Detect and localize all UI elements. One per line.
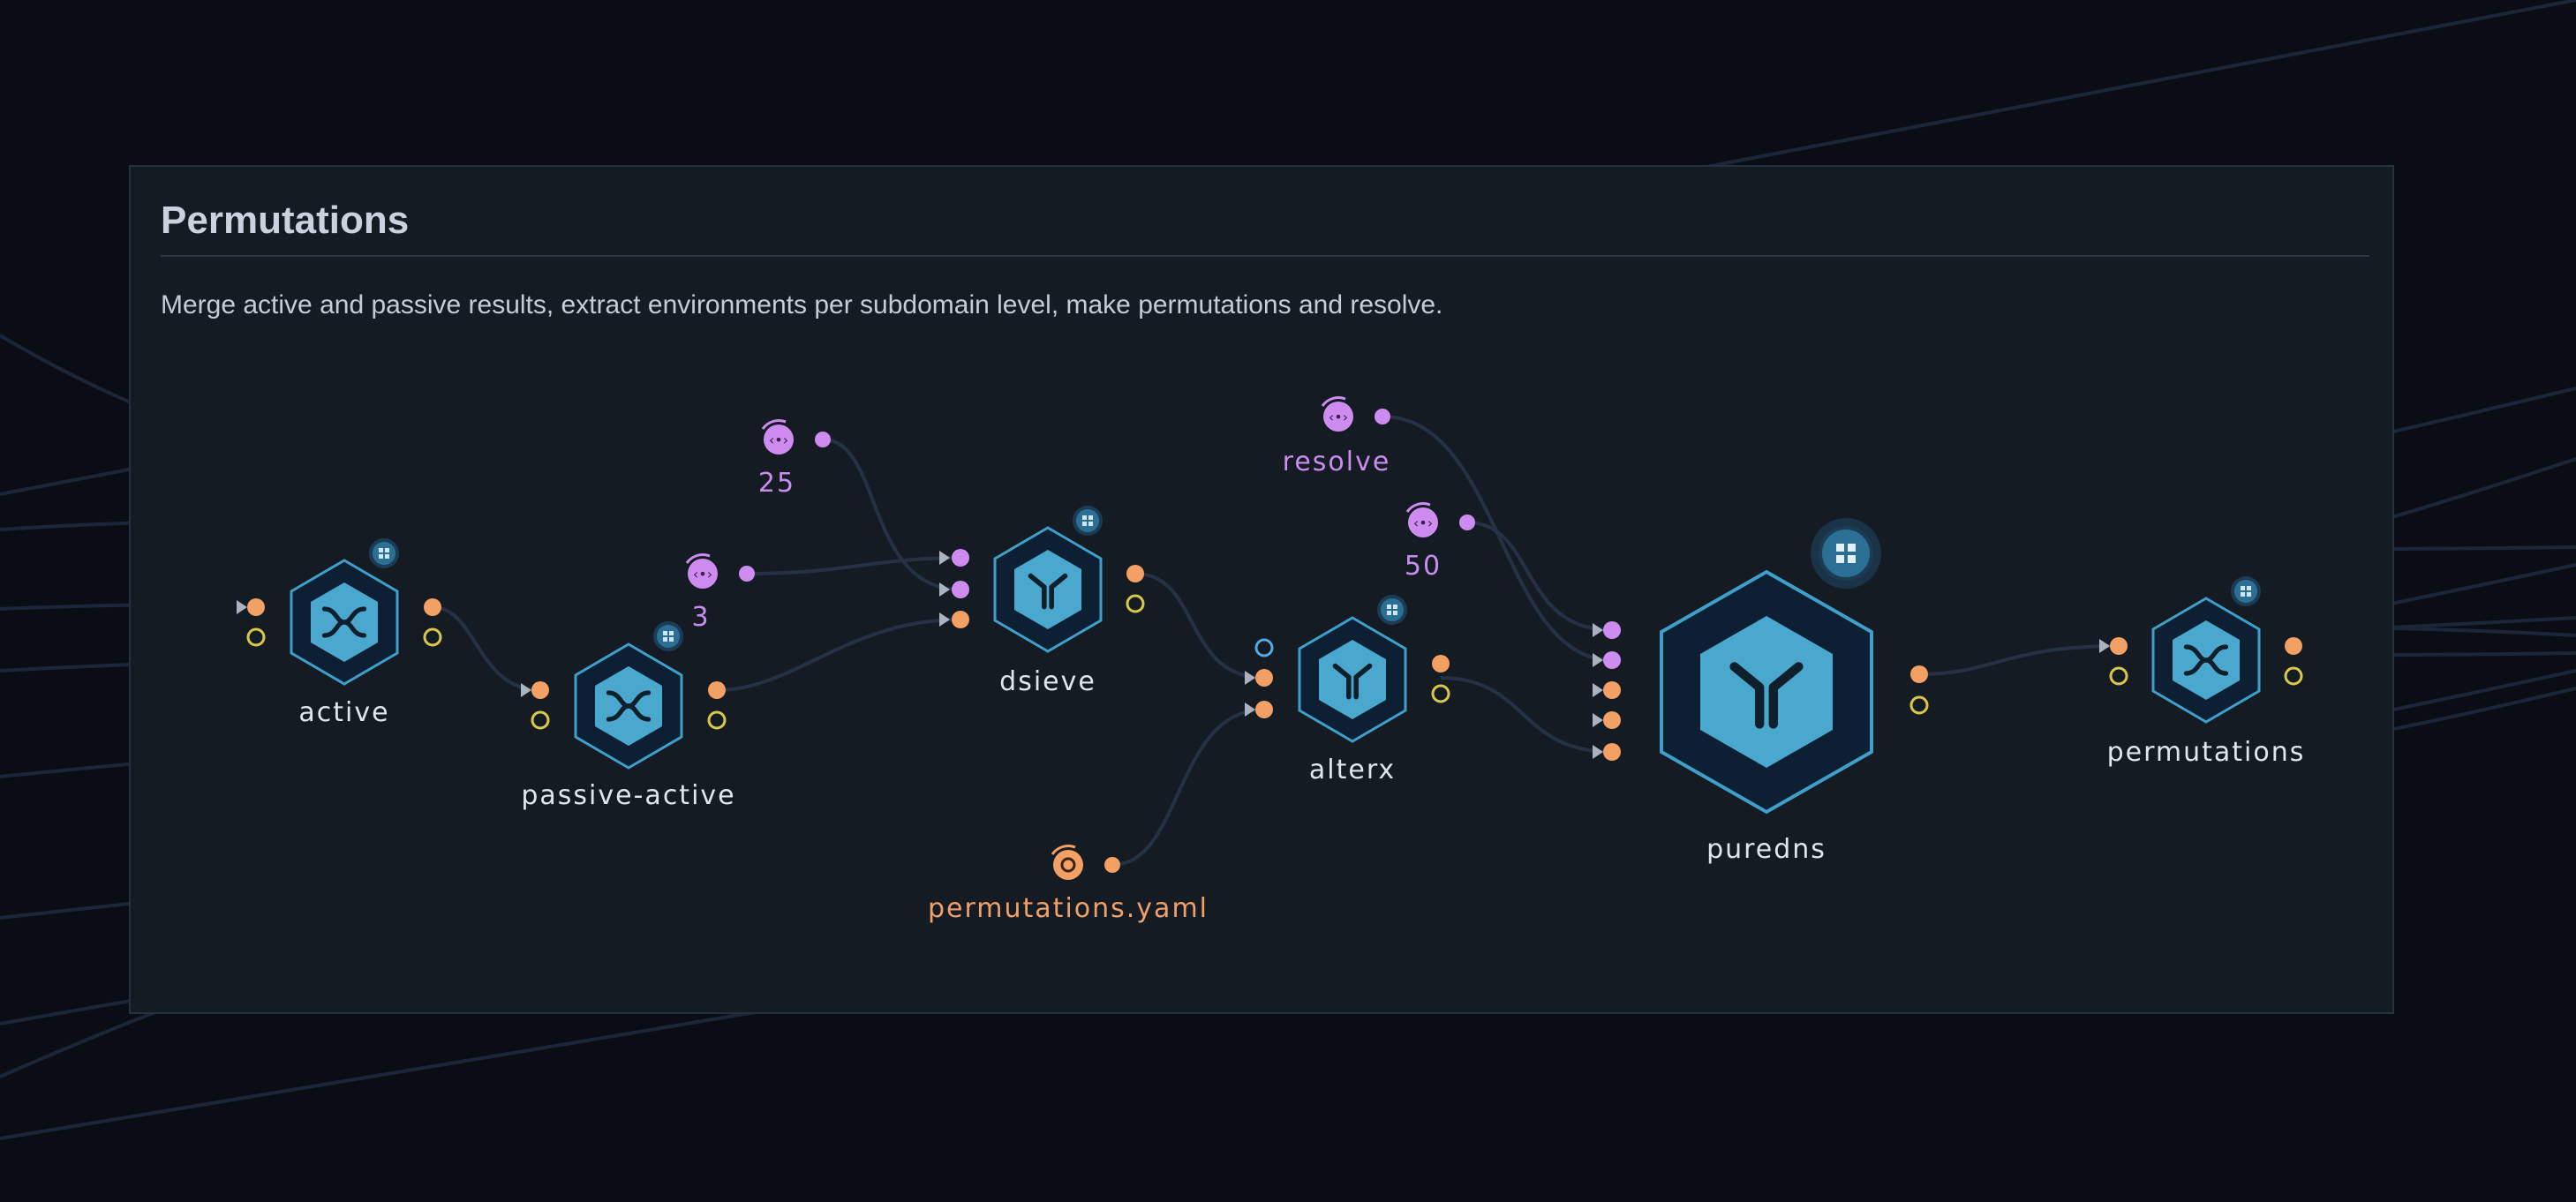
param-25-node[interactable]	[761, 419, 831, 455]
edge-alterx-to-puredns	[1440, 676, 1613, 754]
group-badge-icon[interactable]	[1819, 526, 1873, 581]
output-port[interactable]	[1431, 684, 1450, 703]
group-badge-icon[interactable]	[653, 621, 683, 651]
input-port[interactable]	[1603, 681, 1621, 699]
variable-icon	[692, 566, 713, 582]
param-label-permutations-yaml: permutations.yaml	[927, 893, 1209, 924]
edge-puredns-to-permutations	[1918, 644, 2120, 676]
edges	[432, 415, 2120, 867]
output-port[interactable]	[815, 432, 831, 447]
input-port-arrow	[939, 551, 950, 565]
param-3-node[interactable]	[685, 553, 755, 589]
output-port[interactable]	[1432, 655, 1450, 672]
input-port-arrow	[237, 600, 247, 614]
group-badge-icon[interactable]	[369, 538, 399, 568]
param-label-3: 3	[691, 602, 711, 633]
output-port[interactable]	[2284, 666, 2303, 686]
param-permutations-yaml-node[interactable]	[1051, 845, 1120, 880]
group-badge-icon[interactable]	[1073, 506, 1103, 536]
panel-divider	[161, 255, 2369, 257]
output-port[interactable]	[739, 566, 755, 582]
node-label-permutations: permutations	[2106, 737, 2306, 768]
node-dsieve[interactable]	[939, 506, 1145, 653]
input-port[interactable]	[952, 549, 969, 567]
input-port[interactable]	[1255, 669, 1273, 687]
node-label-active: active	[298, 697, 390, 728]
edge-active-to-passive-active	[432, 605, 541, 692]
input-port-arrow	[939, 582, 950, 597]
input-port[interactable]	[2109, 666, 2128, 686]
param-label-resolve: resolve	[1282, 447, 1391, 477]
input-port[interactable]	[952, 611, 969, 628]
input-port[interactable]	[246, 627, 266, 647]
input-port-arrow	[1593, 713, 1603, 727]
input-port-arrow	[1245, 671, 1255, 685]
node-active[interactable]	[237, 538, 442, 686]
node-permutations[interactable]	[2099, 576, 2303, 724]
edge-param-resolve-to-puredns	[1382, 415, 1613, 662]
group-badge-icon[interactable]	[1377, 595, 1407, 625]
output-port[interactable]	[424, 598, 441, 616]
input-port[interactable]	[2110, 637, 2128, 655]
input-port[interactable]	[1603, 621, 1621, 639]
input-port[interactable]	[1603, 743, 1621, 761]
output-port[interactable]	[1909, 695, 1929, 715]
input-port[interactable]	[247, 598, 265, 616]
input-port-arrow	[1593, 653, 1603, 667]
input-port[interactable]	[1603, 651, 1621, 669]
edge-param-50-to-puredns	[1466, 521, 1613, 632]
group-panel: Permutations Merge active and passive re…	[129, 165, 2394, 1014]
output-port[interactable]	[1126, 594, 1145, 613]
variable-icon	[1328, 409, 1349, 425]
node-label-puredns: puredns	[1706, 834, 1827, 865]
edge-param-25-to-dsieve	[822, 438, 961, 591]
edge-dsieve-to-alterx	[1134, 572, 1265, 680]
node-label-passive-active: passive-active	[521, 780, 736, 811]
input-port[interactable]	[531, 710, 550, 730]
input-port-arrow	[1593, 683, 1603, 697]
output-port[interactable]	[423, 627, 442, 647]
output-port[interactable]	[1910, 665, 1928, 683]
param-50-node[interactable]	[1405, 502, 1475, 537]
param-label-25: 25	[757, 468, 796, 499]
param-label-50: 50	[1404, 551, 1442, 582]
input-port[interactable]	[531, 681, 549, 699]
node-label-dsieve: dsieve	[999, 666, 1096, 697]
input-port-arrow	[1245, 702, 1255, 717]
panel-description: Merge active and passive results, extrac…	[161, 290, 1443, 319]
edge-param-3-to-dsieve	[746, 556, 961, 575]
input-port-arrow	[1593, 745, 1603, 759]
input-port[interactable]	[1255, 701, 1273, 718]
input-port-arrow	[939, 612, 950, 627]
output-port[interactable]	[1104, 857, 1120, 873]
node-passive-active[interactable]	[521, 621, 727, 770]
output-port[interactable]	[1459, 515, 1475, 530]
input-port[interactable]	[952, 581, 969, 598]
input-port-arrow	[2099, 639, 2110, 653]
output-port[interactable]	[2285, 637, 2302, 655]
input-port[interactable]	[1254, 638, 1274, 657]
edge-passive-active-to-dsieve	[716, 618, 961, 692]
node-alterx[interactable]	[1245, 595, 1450, 743]
output-port[interactable]	[708, 681, 726, 699]
group-badge-icon[interactable]	[2231, 576, 2261, 606]
input-port-arrow	[521, 683, 531, 697]
node-puredns[interactable]	[1593, 518, 1929, 815]
variable-icon	[768, 432, 789, 448]
param-resolve-node[interactable]	[1321, 396, 1390, 432]
input-port-arrow	[1593, 623, 1603, 637]
output-port[interactable]	[1375, 409, 1390, 424]
edge-permutations-yaml-to-alterx	[1111, 708, 1265, 867]
output-port[interactable]	[1126, 565, 1144, 582]
node-label-alterx: alterx	[1308, 755, 1397, 785]
variable-icon	[1412, 515, 1434, 531]
input-port[interactable]	[1603, 711, 1621, 729]
panel-title: Permutations	[161, 199, 410, 242]
output-port[interactable]	[707, 710, 727, 730]
